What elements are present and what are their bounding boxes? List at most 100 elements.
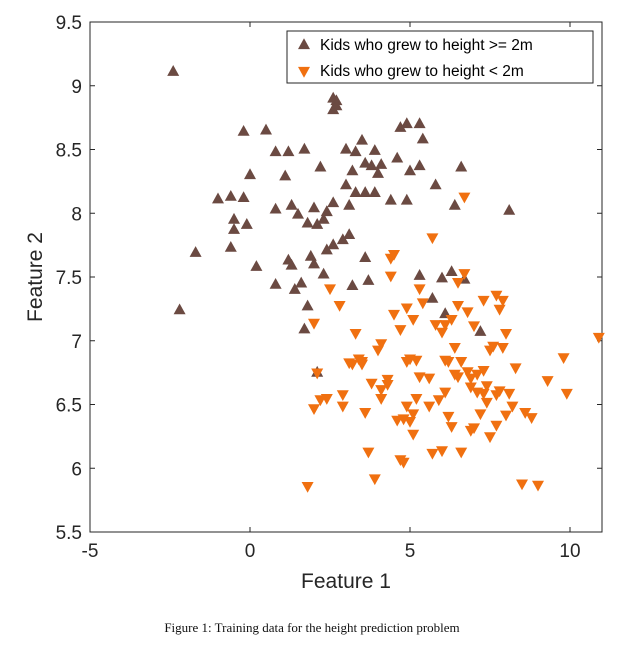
point-tall <box>301 216 314 228</box>
point-tall <box>426 291 439 303</box>
point-tall <box>327 238 340 250</box>
point-short <box>336 401 349 413</box>
point-tall <box>317 212 330 224</box>
point-short <box>452 277 464 289</box>
point-tall <box>288 283 301 294</box>
point-tall <box>224 240 237 252</box>
point-short <box>474 409 487 421</box>
point-tall <box>298 322 311 334</box>
point-short <box>445 422 458 433</box>
point-short <box>320 394 333 405</box>
point-short <box>432 395 445 407</box>
point-short <box>532 480 544 492</box>
point-short <box>490 420 503 432</box>
point-short <box>301 481 314 493</box>
legend-box <box>286 30 594 84</box>
point-short <box>500 328 512 340</box>
point-tall <box>240 218 253 229</box>
point-short <box>394 325 407 336</box>
point-short <box>423 373 436 385</box>
point-tall <box>269 145 282 157</box>
point-short <box>384 271 397 283</box>
point-short <box>442 357 455 368</box>
point-tall <box>189 246 202 257</box>
point-tall <box>340 178 352 190</box>
point-short <box>308 318 320 330</box>
y-tick-label: 7.5 <box>56 268 82 289</box>
point-tall <box>400 117 413 129</box>
point-tall <box>368 186 381 197</box>
point-short <box>308 404 320 416</box>
point-short <box>407 314 420 326</box>
point-short <box>496 295 509 307</box>
y-tick-label: 9 <box>71 77 82 98</box>
point-tall <box>212 192 224 204</box>
point-tall <box>359 156 372 168</box>
point-tall <box>224 189 237 201</box>
x-axis: -5 0 5 10 <box>82 22 581 562</box>
legend: Kids who grew to height >= 2m Kids who g… <box>286 30 594 84</box>
point-tall <box>400 193 413 205</box>
point-tall <box>445 265 458 277</box>
point-short <box>487 341 500 353</box>
point-tall <box>269 277 282 289</box>
point-tall <box>474 325 487 336</box>
point-short <box>560 388 573 400</box>
y-tick-label: 8 <box>71 204 82 225</box>
point-tall <box>394 121 407 132</box>
y-tick-label: 6 <box>71 459 82 480</box>
point-short <box>496 343 509 354</box>
point-tall <box>343 228 356 240</box>
point-tall <box>384 193 397 205</box>
point-short <box>324 284 336 296</box>
point-tall <box>346 164 359 176</box>
point-tall <box>356 133 368 145</box>
point-tall <box>228 212 240 224</box>
point-short <box>375 385 388 396</box>
point-tall <box>292 207 304 219</box>
point-tall <box>228 223 240 234</box>
point-short <box>455 357 468 368</box>
y-tick-label: 9.5 <box>56 13 82 34</box>
point-short <box>509 363 522 375</box>
point-short <box>400 401 413 413</box>
point-short <box>413 284 426 296</box>
point-short <box>490 290 503 302</box>
point-tall <box>295 276 308 288</box>
point-tall <box>269 202 282 214</box>
point-short <box>333 300 346 312</box>
point-short <box>480 381 493 393</box>
figure-caption: Figure 1: Training data for the height p… <box>164 620 460 635</box>
point-short <box>500 410 512 422</box>
y-tick-label: 5.5 <box>56 523 82 544</box>
point-tall <box>349 145 362 157</box>
point-short <box>455 447 468 459</box>
point-tall <box>260 123 272 135</box>
point-short <box>458 192 471 204</box>
point-short <box>493 304 506 316</box>
point-tall <box>455 160 468 172</box>
point-short <box>359 408 372 419</box>
point-short <box>397 457 410 469</box>
point-tall <box>285 198 298 210</box>
point-tall <box>308 201 320 213</box>
point-short <box>464 373 477 385</box>
point-short <box>410 394 423 405</box>
point-short <box>592 332 605 344</box>
y-axis-label: Feature 2 <box>24 232 47 322</box>
point-short <box>410 355 423 367</box>
point-tall <box>375 158 388 169</box>
point-short <box>436 446 448 458</box>
point-tall <box>237 191 250 203</box>
point-short <box>423 401 436 413</box>
point-short <box>365 378 378 390</box>
legend-label-short: Kids who grew to height < 2m <box>320 63 524 80</box>
x-tick-label: 5 <box>405 541 416 562</box>
point-short <box>452 300 464 312</box>
point-short <box>349 328 362 340</box>
point-short <box>439 320 452 331</box>
point-tall <box>349 186 362 197</box>
point-tall <box>448 198 461 210</box>
point-short <box>429 320 442 331</box>
point-tall <box>429 178 442 190</box>
